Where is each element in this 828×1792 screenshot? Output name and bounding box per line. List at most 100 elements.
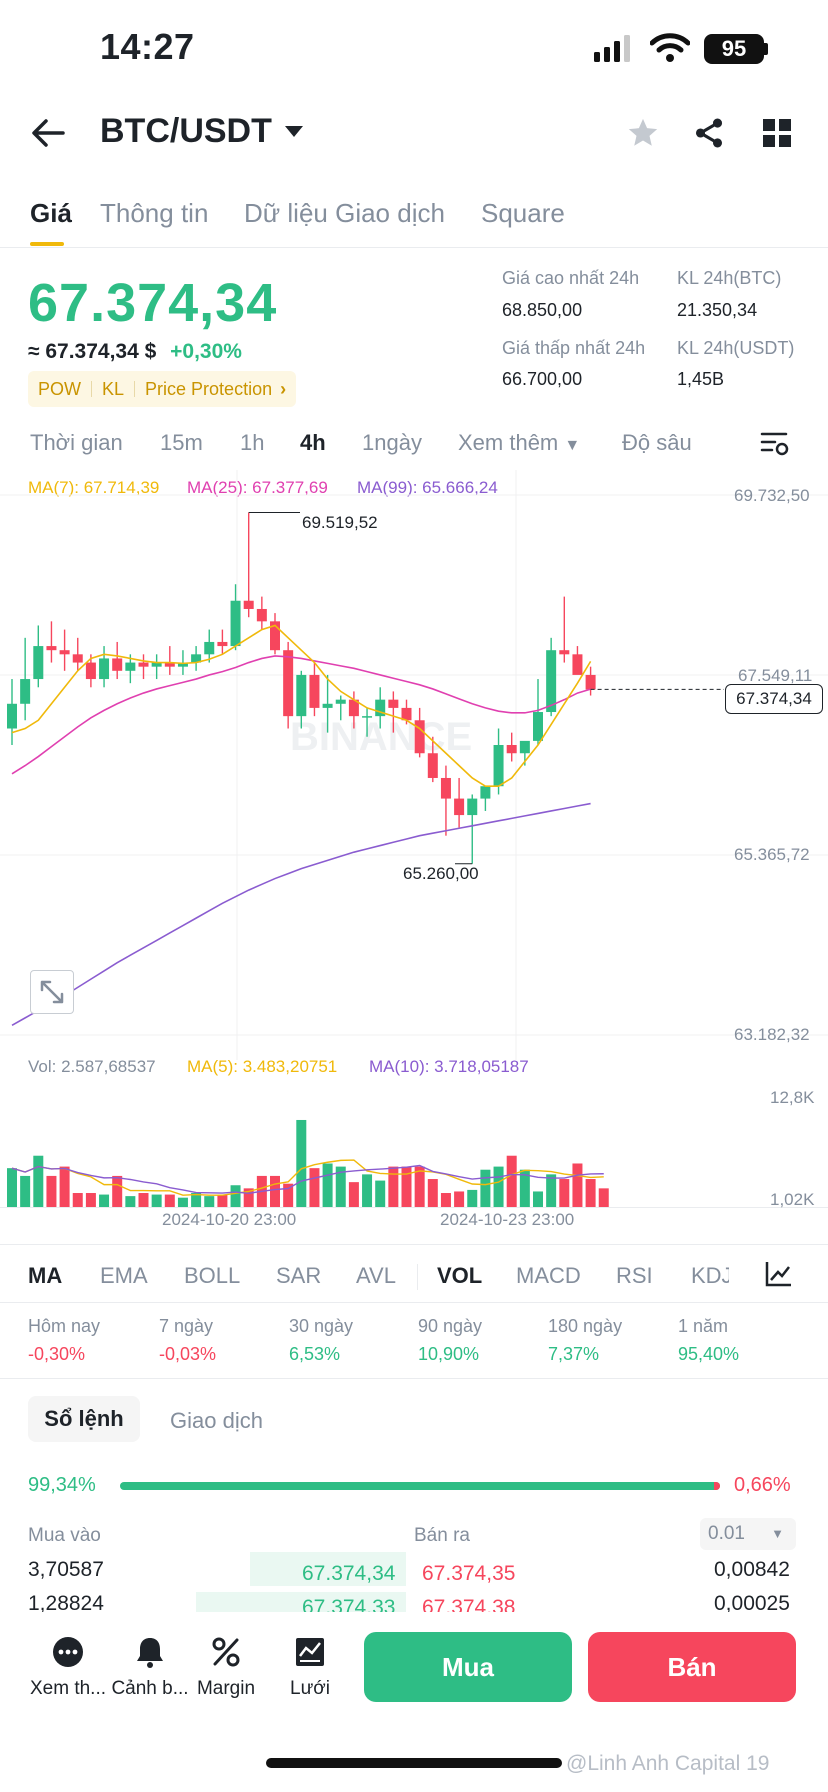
badge-price-protection: Price Protection	[145, 378, 273, 399]
alert-label: Cảnh b...	[111, 1678, 189, 1699]
interval-time[interactable]: Thời gian	[30, 430, 123, 455]
indicator-rsi[interactable]: RSI	[616, 1263, 653, 1288]
last-price: 67.374,34	[28, 273, 278, 333]
candle-body	[7, 703, 17, 729]
candle-body	[375, 699, 386, 717]
y-axis-bottom: 63.182,32	[734, 1025, 810, 1044]
indicator-ema[interactable]: EMA	[100, 1263, 148, 1288]
tab-trading-data[interactable]: Dữ liệu Giao dịch	[244, 198, 445, 228]
y-axis-3: 65.365,72	[734, 845, 810, 864]
candle-body	[467, 798, 478, 816]
ask-price-1: 67.374,35	[422, 1562, 516, 1585]
indicator-ma[interactable]: MA	[28, 1263, 63, 1288]
candle-body	[427, 753, 438, 778]
volume-bar	[401, 1166, 412, 1207]
candle-body	[256, 608, 267, 622]
volume-bar	[46, 1175, 57, 1207]
more-button[interactable]	[22, 1632, 114, 1712]
high-24h-label: Giá cao nhất 24h	[502, 268, 640, 288]
alert-button[interactable]	[104, 1632, 196, 1712]
back-arrow-icon[interactable]	[30, 118, 66, 148]
grid-menu-icon[interactable]	[762, 118, 792, 148]
volume-bar	[112, 1175, 123, 1207]
watermark-binance: BINANCE	[290, 715, 472, 759]
grid-bot-icon	[296, 1638, 324, 1666]
tab-square[interactable]: Square	[481, 198, 565, 228]
y-axis-top: 69.732,50	[734, 486, 810, 505]
interval-4h[interactable]: 4h	[300, 430, 326, 455]
expand-icon	[40, 980, 64, 1004]
bid-price-1: 67.374,34	[302, 1562, 396, 1585]
volume-bar	[480, 1169, 491, 1207]
volume-bar	[99, 1194, 110, 1207]
tab-orderbook[interactable]: Sổ lệnh	[28, 1396, 140, 1442]
indicator-sar[interactable]: SAR	[276, 1263, 322, 1288]
tab-info[interactable]: Thông tin	[100, 198, 209, 228]
volume-bar	[125, 1196, 136, 1207]
vol-axis-bottom: 1,02K	[770, 1190, 815, 1209]
ma25-line	[11, 655, 591, 775]
candle-body	[401, 707, 412, 721]
vol-ma10-legend: MA(10): 3.718,05187	[369, 1057, 529, 1076]
tab-price[interactable]: Giá	[30, 198, 72, 228]
share-icon[interactable]	[692, 116, 726, 150]
volume-bar	[559, 1179, 570, 1207]
volume-bar	[138, 1193, 149, 1207]
interval-1h[interactable]: 1h	[240, 430, 265, 455]
perf-180d-value: 7,37%	[548, 1344, 600, 1364]
more-dots-icon	[53, 1637, 83, 1667]
interval-1d[interactable]: 1ngày	[362, 430, 422, 455]
indicator-vol[interactable]: VOL	[437, 1263, 483, 1288]
bid-depth-bar-1	[250, 1552, 406, 1586]
perf-today-value: -0,30%	[28, 1344, 86, 1364]
pair-dropdown-icon[interactable]	[285, 126, 303, 138]
bid-qty-2: 1,28824	[28, 1594, 104, 1612]
indicator-kdj[interactable]: KDJ	[691, 1263, 729, 1288]
volume-bar	[598, 1188, 609, 1207]
more-label: Xem th...	[29, 1678, 107, 1699]
buy-button[interactable]: Mua	[364, 1632, 572, 1702]
candle-body	[33, 646, 44, 680]
indicator-avl[interactable]: AVL	[356, 1263, 396, 1288]
chart-settings-icon[interactable]	[760, 430, 790, 458]
ratio-bar-sell	[714, 1482, 720, 1490]
ma7-legend: MA(7): 67.714,39	[28, 478, 160, 497]
vol-axis-top: 12,8K	[770, 1088, 815, 1107]
grid-button[interactable]	[270, 1632, 350, 1712]
interval-15m[interactable]: 15m	[160, 430, 203, 455]
star-icon[interactable]	[626, 116, 660, 150]
volume-bar	[177, 1197, 188, 1207]
pair-title[interactable]: BTC/USDT	[100, 112, 272, 150]
candle-body	[283, 650, 294, 717]
depth-tab[interactable]: Độ sâu	[622, 430, 692, 455]
ma99-line	[11, 802, 591, 1026]
main-tabs: Giá Thông tin Dữ liệu Giao dịch Square	[0, 198, 828, 248]
indicator-settings-icon[interactable]	[764, 1260, 794, 1288]
tab-trades[interactable]: Giao dịch	[170, 1408, 263, 1433]
candle-body	[414, 720, 425, 754]
bell-icon	[137, 1638, 163, 1668]
interval-more[interactable]: Xem thêm ▼	[458, 430, 580, 456]
perf-1y-value: 95,40%	[678, 1344, 740, 1364]
candle-body	[191, 654, 202, 663]
margin-button[interactable]	[186, 1632, 266, 1712]
y-axis-2: 67.549,11	[738, 666, 813, 685]
fullscreen-button[interactable]	[30, 970, 74, 1014]
bid-price-2: 67.374,33	[302, 1596, 396, 1612]
precision-select[interactable]: 0.01 ▼	[700, 1518, 796, 1550]
volume-bar	[20, 1175, 31, 1207]
volume-bar	[204, 1196, 215, 1207]
volume-bar	[85, 1193, 96, 1207]
ma7-line	[11, 624, 592, 788]
price-chart[interactable]: BINANCE	[0, 470, 828, 1060]
volume-bar	[230, 1185, 241, 1207]
tag-badges[interactable]: POW KL Price Protection ›	[28, 371, 297, 407]
candle-body	[572, 654, 583, 675]
indicator-boll[interactable]: BOLL	[184, 1263, 241, 1288]
sell-button[interactable]: Bán	[588, 1632, 796, 1702]
volume-bar	[493, 1166, 504, 1207]
battery-indicator: 95	[704, 34, 764, 64]
home-indicator[interactable]	[266, 1758, 562, 1768]
indicator-macd[interactable]: MACD	[516, 1263, 581, 1288]
battery-tip	[764, 43, 768, 55]
